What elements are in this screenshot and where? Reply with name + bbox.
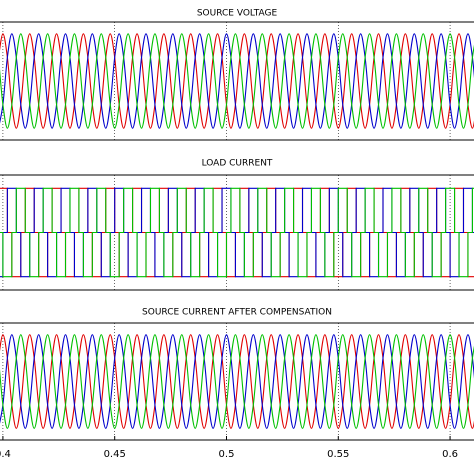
waveform — [0, 334, 474, 429]
plot-area — [0, 175, 474, 290]
x-tick-label: 0.45 — [104, 449, 126, 460]
x-tick-label: 0.4 — [0, 449, 11, 460]
panel-title: LOAD CURRENT — [202, 159, 273, 169]
panel-frame — [0, 322, 474, 441]
panel-frame — [0, 174, 474, 291]
waveform — [0, 187, 474, 278]
panel-frame — [0, 21, 474, 141]
x-tick-label: 0.6 — [442, 449, 458, 460]
plot-area — [0, 22, 474, 140]
waveform — [0, 334, 474, 429]
waveform — [0, 187, 474, 278]
panel-title: SOURCE CURRENT AFTER COMPENSATION — [142, 308, 332, 318]
panel-title: SOURCE VOLTAGE — [197, 9, 278, 19]
waveform — [0, 33, 474, 129]
x-tick-label: 0.55 — [327, 449, 349, 460]
plot-area — [0, 323, 474, 440]
waveform — [0, 33, 474, 129]
waveform — [0, 33, 474, 129]
x-tick-label: 0.5 — [219, 449, 235, 460]
waveform — [0, 334, 474, 429]
